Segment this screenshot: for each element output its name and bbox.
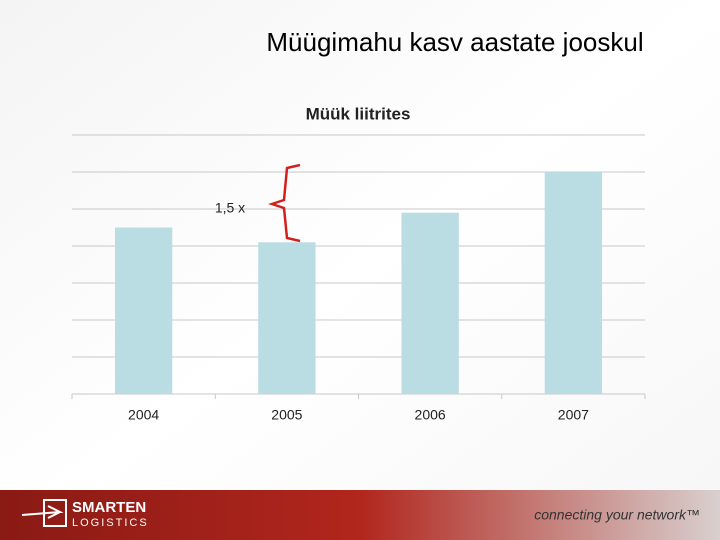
plot: 2004 2005 2006 2007 — [71, 134, 646, 423]
slide-title: Müügimahu kasv aastate jooskul — [266, 27, 643, 57]
bracket — [268, 163, 301, 243]
bar — [544, 172, 603, 394]
bar — [258, 242, 316, 394]
x-tick-label: 2005 — [271, 407, 302, 423]
footer-bar — [0, 490, 720, 540]
bar — [114, 227, 173, 394]
x-tick-label: 2004 — [128, 407, 159, 423]
chart-title: Müük liitrites — [306, 104, 411, 123]
logo-icon — [21, 499, 67, 527]
brand-sub: LOGISTICS — [72, 517, 149, 529]
brand: SMARTEN — [72, 499, 146, 516]
x-tick-label: 2006 — [415, 407, 446, 423]
annotation: 1,5 x — [215, 200, 245, 216]
slogan: connecting your network™ — [534, 507, 700, 523]
bar — [401, 212, 459, 394]
x-tick-label: 2007 — [558, 407, 589, 423]
